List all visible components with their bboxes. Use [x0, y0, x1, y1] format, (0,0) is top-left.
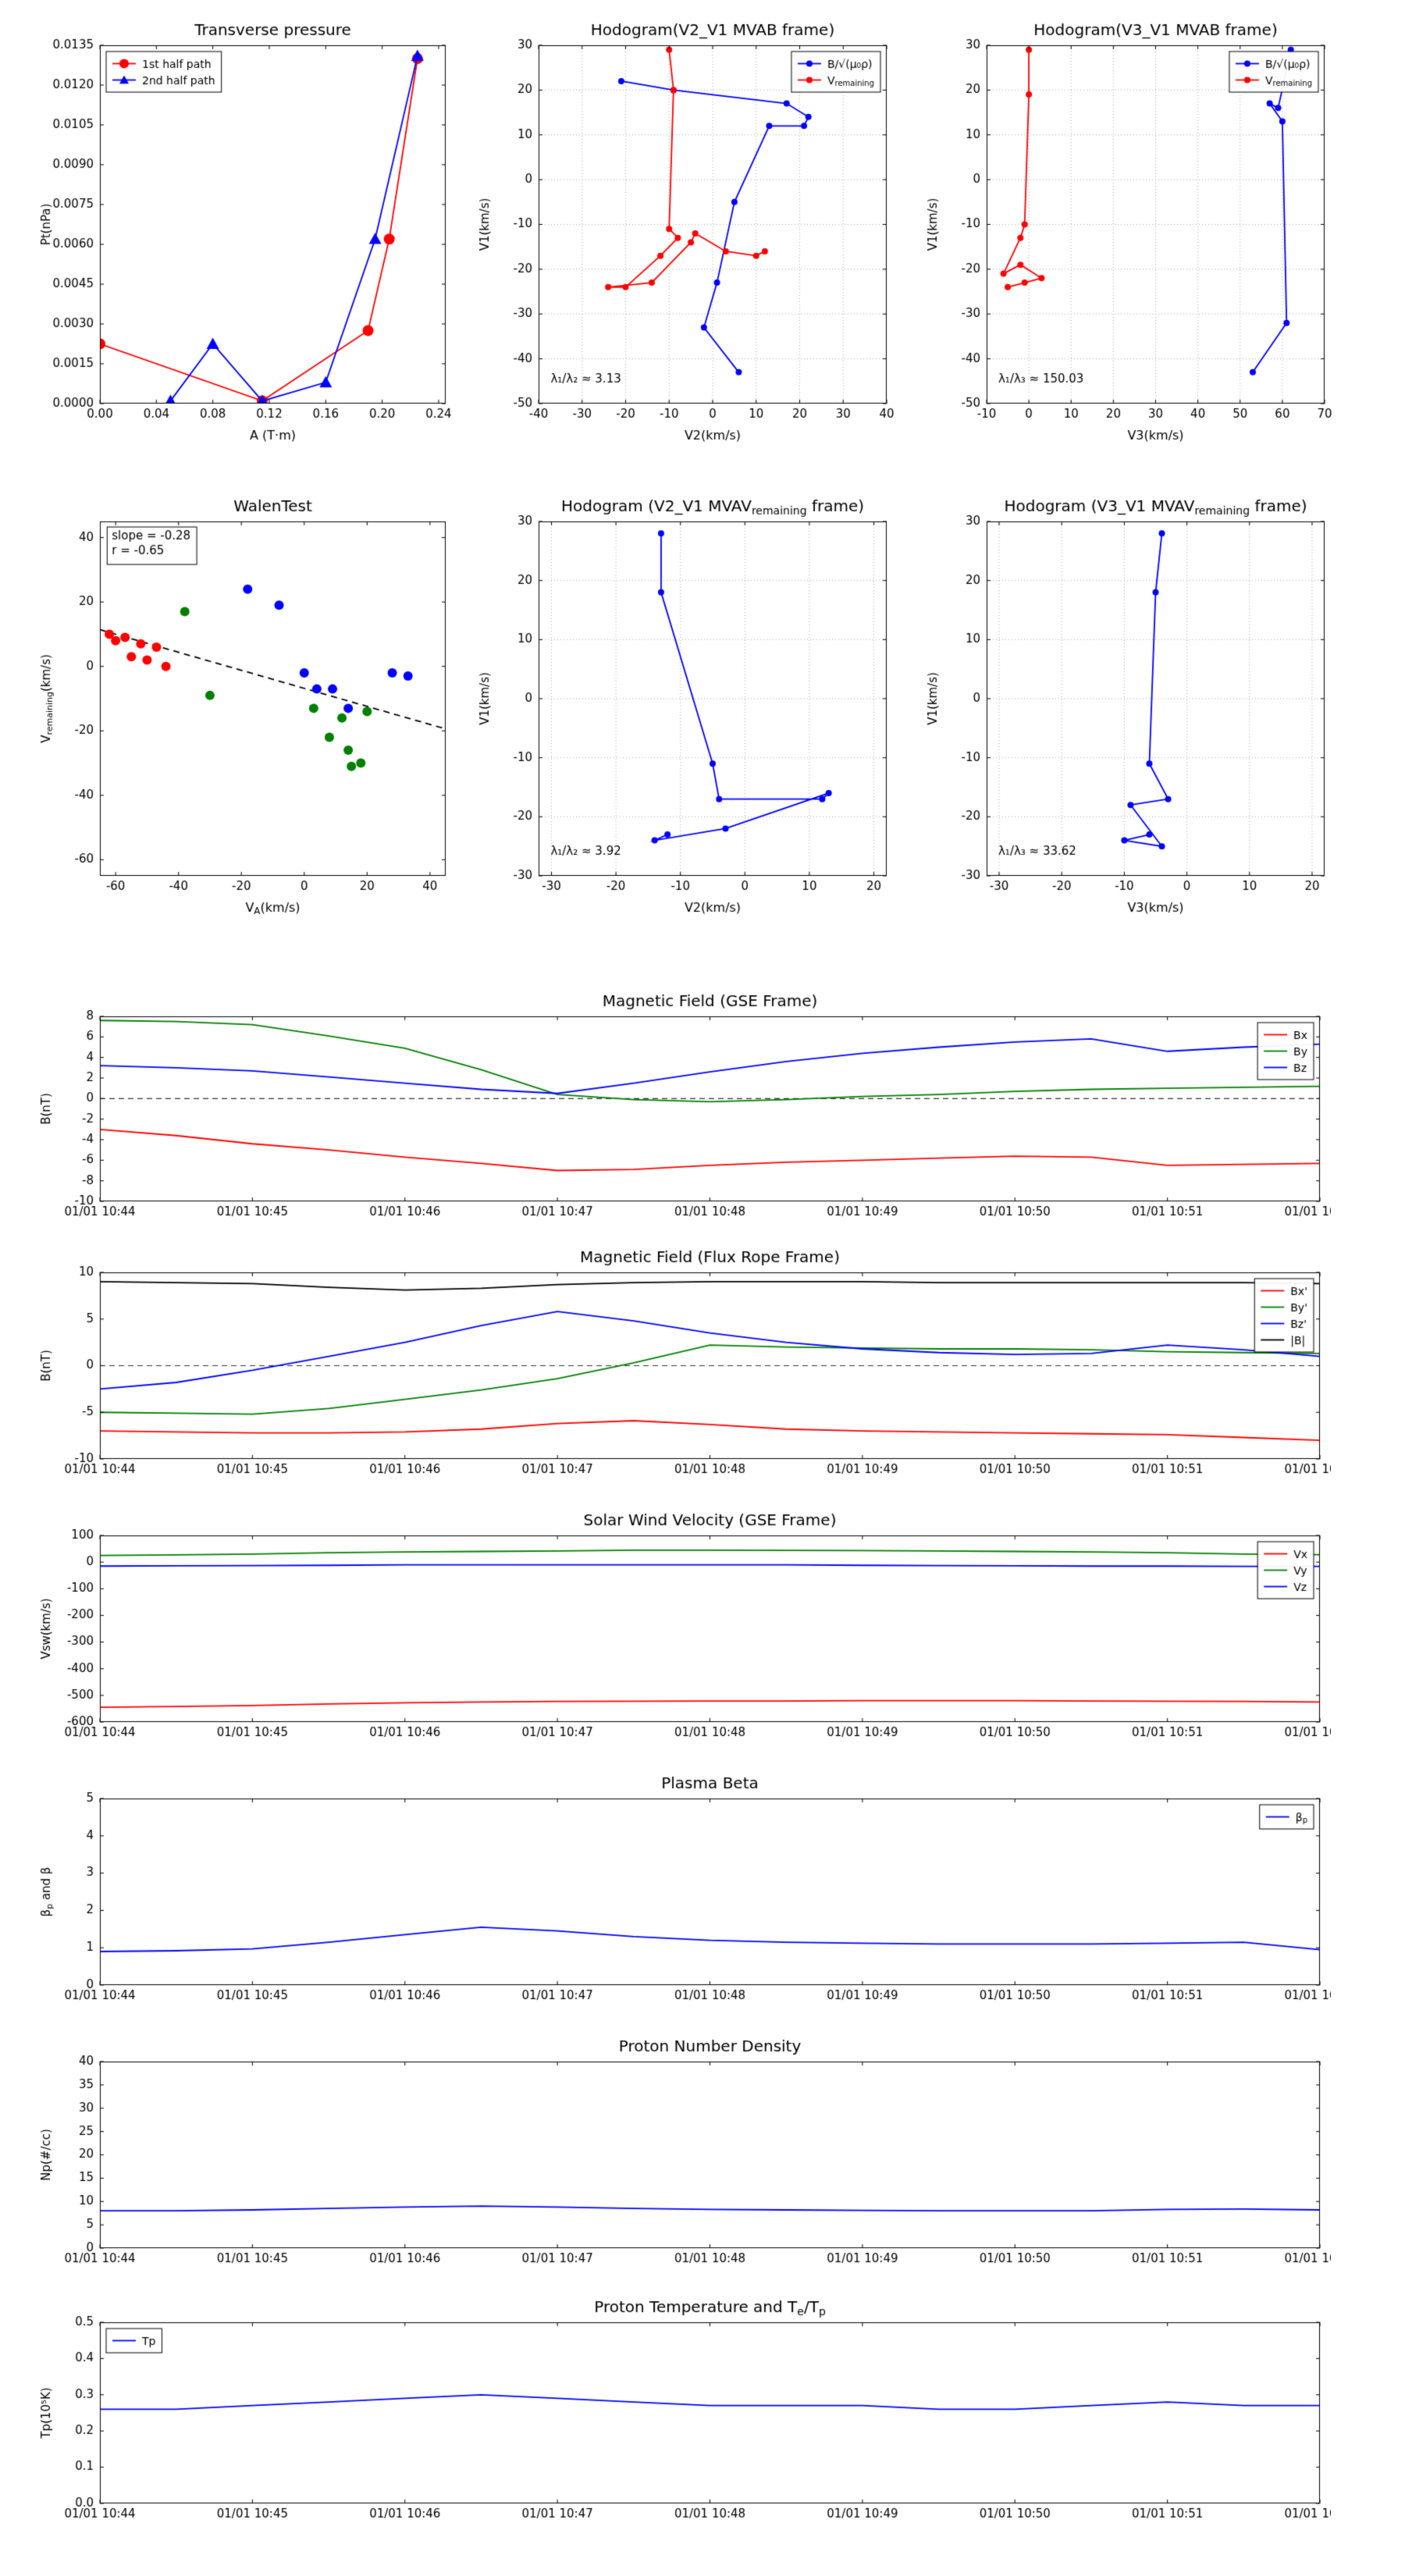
- hodogram-v3v1-mvab-chart: [918, 14, 1336, 447]
- panel-hodogram-v2v1-mvab: [470, 14, 898, 447]
- panel-solar-wind-velocity: [31, 1504, 1331, 1750]
- transverse-pressure-chart: [31, 14, 457, 447]
- proton-temperature-chart: [31, 2291, 1331, 2532]
- panel-proton-density: [31, 2030, 1331, 2276]
- panel-hodogram-v2v1-mvav: [470, 490, 898, 920]
- hodogram-v2v1-mvab-chart: [470, 14, 898, 447]
- panel-hodogram-v3v1-mvab: [918, 14, 1336, 447]
- panel-magnetic-field-fluxrope: [31, 1241, 1331, 1487]
- panel-hodogram-v3v1-mvav: [918, 490, 1336, 920]
- hodogram-v3v1-mvav-chart: [918, 490, 1336, 920]
- panel-magnetic-field-gse: [31, 985, 1331, 1229]
- solar-wind-velocity-chart: [31, 1504, 1331, 1750]
- proton-density-chart: [31, 2030, 1331, 2276]
- panel-walen-test: [31, 490, 457, 920]
- panel-plasma-beta: [31, 1767, 1331, 2013]
- plasma-beta-chart: [31, 1767, 1331, 2013]
- magnetic-field-gse-chart: [31, 985, 1331, 1229]
- hodogram-v2v1-mvav-chart: [470, 490, 898, 920]
- magnetic-field-fluxrope-chart: [31, 1241, 1331, 1487]
- panel-proton-temperature: [31, 2291, 1331, 2532]
- walen-test-chart: [31, 490, 457, 920]
- panel-transverse-pressure: [31, 14, 457, 447]
